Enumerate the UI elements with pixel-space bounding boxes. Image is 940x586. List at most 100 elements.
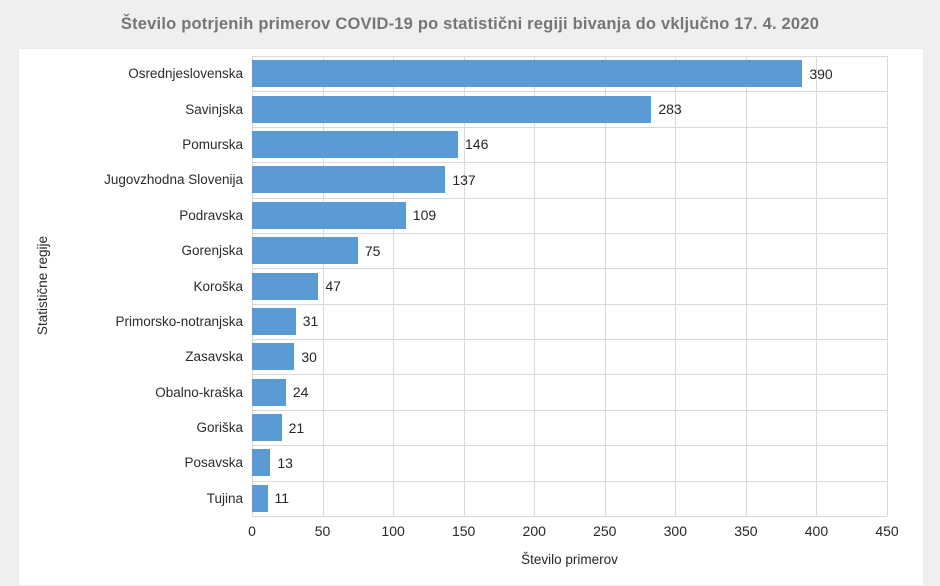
bar — [252, 484, 268, 512]
category-label: Goriška — [196, 420, 243, 436]
value-label: 11 — [274, 490, 290, 507]
chart-row: Savinjska 283 — [19, 91, 887, 126]
gridline-horizontal — [252, 409, 887, 411]
gridline-horizontal — [252, 268, 887, 270]
bar-track: 31 — [252, 304, 887, 339]
chart-row: Podravska 109 — [19, 198, 887, 233]
bar — [252, 166, 446, 194]
bar — [252, 201, 406, 229]
bar-track: 13 — [252, 445, 887, 480]
category-label: Obalno-kraška — [155, 384, 243, 400]
x-axis-title: Število primerov — [521, 552, 618, 567]
chart-row: Goriška 21 — [19, 410, 887, 445]
chart-row: Koroška 47 — [19, 268, 887, 303]
value-label: 109 — [412, 207, 437, 224]
bar-track: 47 — [252, 268, 887, 303]
value-label: 24 — [292, 384, 309, 401]
gridline-horizontal — [252, 339, 887, 341]
gridline-horizontal — [252, 445, 887, 447]
category-label: Posavska — [184, 455, 243, 471]
value-label: 47 — [325, 278, 341, 295]
bar-track: 283 — [252, 91, 887, 126]
chart-row: Jugovzhodna Slovenija 137 — [19, 162, 887, 197]
value-label: 146 — [465, 136, 489, 153]
category-label: Jugovzhodna Slovenija — [104, 172, 243, 188]
category-label: Pomurska — [182, 136, 243, 152]
bar-track: 30 — [252, 339, 887, 374]
chart-row: Posavska 13 — [19, 445, 887, 480]
x-tick-label: 450 — [875, 523, 899, 539]
gridline-vertical — [604, 56, 606, 516]
x-tick-label: 50 — [314, 523, 331, 539]
chart-row: Primorsko-notranjska 31 — [19, 304, 887, 339]
bar-track: 146 — [252, 127, 887, 162]
gridline-horizontal — [252, 126, 887, 128]
plot-gridlines — [252, 56, 888, 517]
x-tick-label: 400 — [804, 523, 829, 539]
x-tick-label: 350 — [734, 523, 758, 539]
chart-title: Število potrjenih primerov COVID-19 po s… — [120, 14, 820, 33]
value-label: 283 — [658, 101, 682, 118]
gridline-horizontal — [252, 197, 887, 199]
x-tick-label: 250 — [593, 523, 617, 539]
chart-row: Zasavska 30 — [19, 339, 887, 374]
gridline-vertical — [887, 56, 888, 516]
gridline-horizontal — [252, 232, 887, 234]
category-label: Tujina — [206, 490, 243, 506]
bar — [252, 307, 296, 335]
gridline-horizontal — [252, 91, 887, 93]
gridline-horizontal — [252, 162, 887, 164]
bar — [252, 378, 286, 406]
bar-rows: Osrednjeslovenska 390 Savinjska 283 Pomurska… — [19, 56, 887, 516]
gridline-vertical — [675, 56, 677, 516]
chart-row: Tujina 11 — [19, 481, 887, 516]
bar — [252, 95, 652, 123]
chart-row: Gorenjska 75 — [19, 233, 887, 268]
bar — [252, 60, 803, 88]
bar — [252, 272, 319, 300]
gridline-vertical — [393, 56, 395, 516]
bar-track: 24 — [252, 375, 887, 410]
gridline-horizontal — [252, 516, 887, 517]
category-label: Zasavska — [185, 349, 243, 365]
value-label: 390 — [809, 65, 833, 82]
chart-row: Osrednjeslovenska 390 — [19, 56, 887, 91]
bar-track: 11 — [252, 481, 887, 516]
gridline-horizontal — [252, 303, 887, 305]
gridline-vertical — [745, 56, 747, 516]
bar — [252, 343, 295, 371]
gridline-horizontal — [252, 374, 887, 376]
bar — [252, 130, 459, 158]
category-label: Osrednjeslovenska — [128, 66, 243, 82]
gridline-vertical — [322, 56, 324, 516]
bar-track: 137 — [252, 162, 887, 197]
bar-track: 75 — [252, 233, 887, 268]
x-axis-ticks: 0 50 100 150 200 250 300 350 400 450 — [248, 523, 899, 543]
value-label: 21 — [288, 419, 305, 436]
chart-row: Obalno-kraška 24 — [19, 375, 887, 410]
gridline-vertical — [534, 56, 536, 516]
value-label: 75 — [364, 242, 381, 259]
x-tick-label: 0 — [248, 523, 256, 539]
gridline-vertical — [463, 56, 465, 516]
chart-panel: Statistične regije Osrednjeslovenska 390 S… — [18, 48, 924, 586]
bar-track: 390 — [252, 56, 887, 91]
value-label: 31 — [302, 313, 319, 330]
category-label: Primorsko-notranjska — [115, 313, 243, 329]
gridline-vertical — [816, 56, 818, 516]
bar — [252, 237, 358, 265]
category-label: Koroška — [193, 278, 243, 294]
gridline-horizontal — [252, 480, 887, 482]
value-label: 137 — [452, 171, 476, 188]
category-label: Savinjska — [185, 101, 243, 117]
value-label: 13 — [277, 454, 293, 471]
category-label: Podravska — [179, 207, 243, 223]
bar-track: 109 — [252, 198, 887, 233]
gridline-horizontal — [252, 56, 887, 57]
bar — [252, 449, 271, 477]
x-tick-label: 150 — [451, 523, 476, 539]
bar-track: 21 — [252, 410, 887, 445]
x-tick-label: 300 — [663, 523, 688, 539]
x-tick-label: 100 — [381, 523, 405, 539]
x-tick-label: 200 — [522, 523, 546, 539]
